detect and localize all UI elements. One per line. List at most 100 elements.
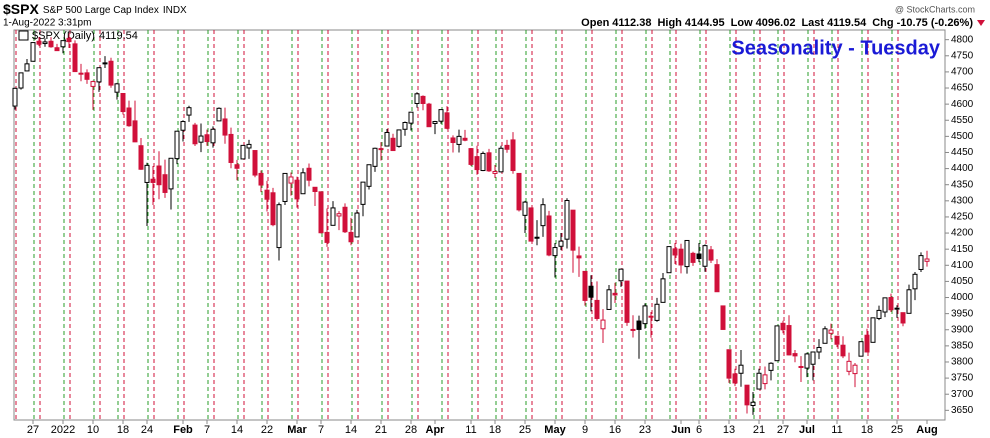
- y-tick-label: 4050: [951, 276, 974, 287]
- candle-body: [72, 43, 78, 73]
- index-name: S&P 500 Large Cap Index: [43, 5, 159, 16]
- legend-icon: [18, 30, 29, 41]
- candle-body: [696, 253, 702, 260]
- candle-body: [420, 95, 426, 104]
- change-value: -10.75: [897, 17, 928, 29]
- candle-body: [924, 258, 930, 262]
- candle-body: [30, 42, 36, 62]
- candle-body: [396, 129, 402, 147]
- candle-body: [564, 200, 570, 240]
- candle-body: [516, 172, 522, 211]
- change-pct: (-0.26%): [931, 17, 974, 29]
- header-quote: Open 4112.38 High 4144.95 Low 4096.02 Last 4119…: [581, 17, 973, 29]
- legend: $SPX (Daily) 4119.54: [32, 30, 138, 42]
- candle-body: [432, 121, 438, 124]
- x-tick-label: 14: [231, 424, 243, 436]
- candle-body: [366, 164, 372, 187]
- candle-body: [570, 209, 576, 251]
- candle-body: [138, 145, 144, 170]
- candle-body: [792, 353, 798, 357]
- candle-body: [762, 374, 768, 385]
- candle-body: [600, 319, 606, 330]
- candle-body: [720, 305, 726, 330]
- x-tick-label: 9: [582, 424, 588, 436]
- y-tick-label: 4550: [951, 115, 974, 126]
- high-label: High: [657, 17, 682, 29]
- candle-body: [24, 63, 30, 72]
- y-tick-label: 4700: [951, 67, 974, 78]
- candle-body: [390, 137, 396, 152]
- high-value: 4144.95: [685, 17, 725, 29]
- x-tick-label: Jul: [799, 424, 815, 436]
- plot-frame: [13, 29, 946, 421]
- candle-body: [498, 147, 504, 173]
- candle-body: [918, 255, 924, 270]
- candle-body: [852, 364, 858, 375]
- y-tick-label: 3950: [951, 308, 974, 319]
- candle-body: [816, 346, 822, 353]
- x-tick-label: 7: [318, 424, 324, 436]
- candle-body: [714, 264, 720, 293]
- candle-body: [504, 144, 510, 150]
- x-tick-label: 28: [405, 424, 417, 436]
- seasonality-lines: [15, 30, 899, 420]
- candle-body: [330, 207, 336, 226]
- y-tick-label: 4750: [951, 50, 974, 61]
- y-tick-label: 3850: [951, 341, 974, 352]
- candle-body: [258, 172, 264, 186]
- candle-body: [114, 83, 120, 93]
- candle-body: [270, 192, 276, 226]
- candle-body: [372, 147, 378, 167]
- x-tick-label: Aug: [916, 424, 937, 436]
- candle-body: [66, 37, 72, 43]
- y-tick-label: 4100: [951, 260, 974, 271]
- down-arrow: [977, 20, 985, 26]
- candle-body: [264, 189, 270, 200]
- exchange: INDX: [163, 5, 187, 16]
- x-tick-label: 27: [27, 424, 39, 436]
- candle-body: [666, 246, 672, 274]
- x-tick-label: 21: [375, 424, 387, 436]
- y-tick-label: 4600: [951, 99, 974, 110]
- x-tick-label: 14: [345, 424, 357, 436]
- candle-body: [846, 360, 852, 372]
- candle-body: [12, 87, 18, 107]
- candle-body: [690, 252, 696, 263]
- candle-body: [528, 207, 534, 242]
- x-tick-label: 13: [723, 424, 735, 436]
- y-tick-label: 3800: [951, 357, 974, 368]
- y-tick-label: 3900: [951, 324, 974, 335]
- candle-body: [894, 307, 900, 310]
- candle-body: [558, 240, 564, 247]
- x-tick-label: Feb: [173, 424, 193, 436]
- y-tick-label: 4500: [951, 131, 974, 142]
- candle-body: [288, 176, 294, 184]
- x-tick-label: May: [544, 424, 566, 436]
- x-tick-label: 11: [831, 424, 842, 436]
- y-tick-label: 3750: [951, 373, 974, 384]
- candle-body: [168, 157, 174, 190]
- candle-body: [90, 81, 96, 87]
- y-tick-label: 4450: [951, 147, 974, 158]
- x-tick-label: 7: [204, 424, 210, 436]
- candle-body: [342, 206, 348, 233]
- candle-body: [870, 317, 876, 343]
- candle-body: [708, 249, 714, 261]
- chart-title: Seasonality - Tuesday: [731, 37, 940, 59]
- candle-body: [300, 172, 306, 195]
- candle-body: [492, 170, 498, 174]
- candle-body: [486, 152, 492, 172]
- candle-body: [522, 201, 528, 216]
- candle-body: [732, 373, 738, 384]
- candle-body: [156, 165, 162, 186]
- open-label: Open: [581, 17, 609, 29]
- x-tick-label: 18: [861, 424, 873, 436]
- candle-body: [642, 305, 648, 325]
- candle-body: [864, 334, 870, 353]
- header-left: $SPX S&P 500 Large Cap Index INDX: [3, 1, 187, 17]
- y-tick-label: 4400: [951, 163, 974, 174]
- candle-body: [174, 130, 180, 160]
- candle-body: [648, 315, 654, 318]
- candle-body: [780, 322, 786, 331]
